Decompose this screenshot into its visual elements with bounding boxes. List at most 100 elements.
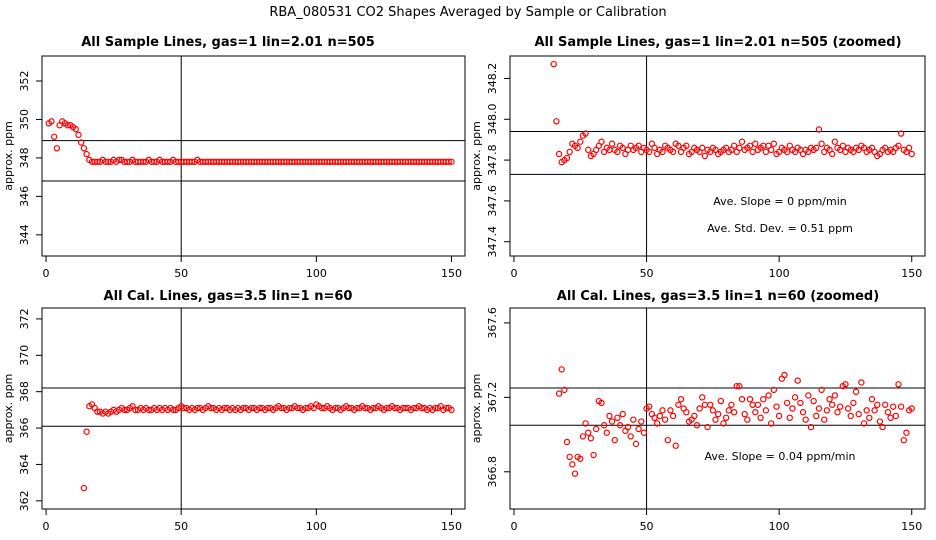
data-point (188, 158, 196, 165)
data-point (884, 409, 892, 416)
y-tick-label: 352 (18, 71, 31, 92)
data-point (582, 130, 589, 137)
page-title: RBA_080531 CO2 Shapes Averaged by Sample… (269, 5, 667, 20)
data-point (701, 401, 709, 408)
x-tick-label: 50 (174, 267, 188, 280)
data-point (744, 416, 751, 423)
data-point (632, 440, 640, 448)
data-point (805, 392, 812, 399)
data-point (815, 405, 823, 412)
data-point (50, 133, 58, 140)
data-point (661, 416, 669, 423)
data-point (704, 423, 711, 431)
data-point (256, 404, 263, 412)
x-tick-label: 0 (43, 267, 50, 280)
data-point (889, 403, 897, 410)
y-tick-label: 350 (18, 109, 31, 130)
data-point (895, 381, 902, 388)
data-point (683, 142, 690, 149)
data-point (712, 416, 719, 423)
data-point (828, 150, 836, 158)
data-point (566, 453, 573, 461)
data-point (619, 144, 626, 152)
data-point (207, 404, 215, 412)
data-point (574, 144, 581, 152)
data-point (598, 138, 605, 145)
data-point (616, 422, 624, 429)
data-point (585, 146, 592, 154)
data-point (783, 399, 791, 407)
y-tick-label: 348.0 (486, 104, 499, 136)
data-point (264, 404, 271, 412)
data-point (669, 412, 677, 420)
data-point (442, 404, 450, 412)
data-point (571, 470, 579, 477)
data-point (630, 416, 637, 423)
y-tick-label: 344 (18, 224, 31, 245)
data-point (582, 420, 589, 427)
data-point (850, 399, 857, 407)
y-tick-label: 366 (18, 418, 31, 439)
data-point (908, 150, 915, 158)
x-tick-label: 100 (769, 520, 790, 533)
data-point (140, 158, 147, 165)
data-point (653, 420, 661, 427)
data-point (169, 406, 177, 414)
data-point (797, 399, 804, 407)
data-point (818, 140, 825, 147)
chart-title: All Cal. Lines, gas=3.5 lin=1 n=60 (zoom… (557, 289, 879, 304)
data-point (164, 158, 171, 165)
data-point (874, 401, 881, 408)
data-point (150, 158, 158, 165)
data-point (783, 148, 791, 156)
data-point (839, 142, 846, 149)
data-point (248, 404, 255, 412)
y-tick-label: 364 (18, 454, 31, 475)
data-point (762, 148, 770, 156)
data-point (587, 435, 595, 442)
data-point (302, 404, 309, 412)
data-point (115, 156, 123, 164)
data-point (555, 150, 563, 158)
data-point (48, 118, 55, 125)
data-point (815, 126, 823, 133)
data-point (714, 410, 722, 418)
chart-title: All Sample Lines, gas=1 lin=2.01 n=505 (… (534, 35, 901, 50)
y-axis-label: approx. ppm (470, 374, 483, 444)
x-tick-label: 50 (640, 520, 654, 533)
data-point (563, 154, 571, 162)
data-point (871, 407, 878, 414)
y-tick-label: 348 (18, 147, 31, 168)
data-point (80, 145, 88, 152)
data-point (646, 403, 653, 410)
data-point (123, 158, 131, 165)
data-point (897, 130, 905, 137)
chart-title: All Cal. Lines, gas=3.5 lin=1 n=60 (104, 289, 353, 304)
y-tick-label: 370 (18, 345, 31, 366)
data-point (608, 140, 616, 147)
data-point (699, 144, 706, 152)
data-point (876, 418, 884, 425)
data-point (821, 416, 828, 423)
data-point (83, 150, 90, 158)
data-point (611, 436, 618, 444)
data-point (590, 451, 597, 459)
data-point (603, 429, 610, 436)
data-point (345, 404, 352, 412)
x-tick-label: 0 (510, 520, 517, 533)
data-point (286, 404, 293, 412)
data-point (866, 414, 873, 422)
data-point (908, 405, 915, 412)
data-point (722, 414, 730, 422)
data-point (651, 414, 658, 422)
data-point (240, 404, 247, 412)
data-point (656, 412, 664, 420)
data-point (770, 386, 778, 394)
y-tick-label: 362 (18, 490, 31, 511)
data-point (402, 404, 409, 412)
x-tick-label: 50 (174, 520, 188, 533)
data-point (592, 425, 600, 433)
data-point (121, 406, 128, 414)
data-point (879, 423, 886, 431)
